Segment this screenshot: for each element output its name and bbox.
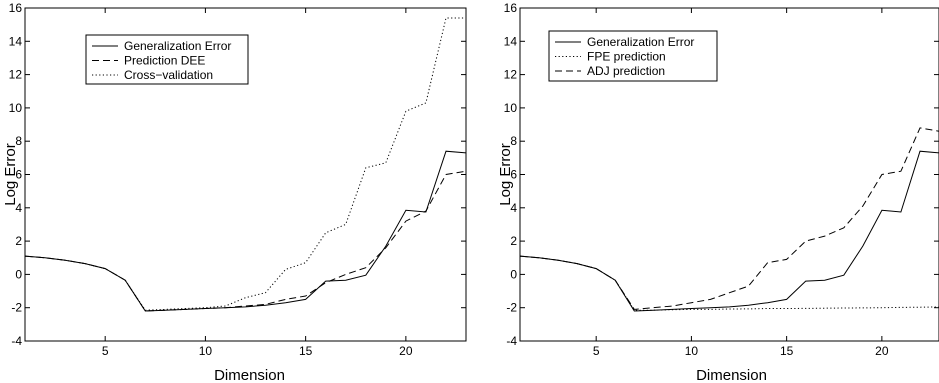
legend-label: Generalization Error [587, 35, 694, 49]
series-line-generalization-error [25, 150, 466, 312]
y-tick-label: -4 [506, 334, 517, 348]
chart-panel-2: -4 -2 0 2 4 6 8 10 12 14 16 5 10 15 20 Dimension Log Err… [497, 1, 939, 383]
x-axis-label: Dimension [696, 367, 767, 383]
y-tick-label: 12 [504, 68, 518, 82]
y-axis-label: Log Error [2, 143, 19, 206]
y-tick-label: 12 [9, 68, 23, 82]
x-tick-label: 5 [593, 344, 600, 358]
legend-label: FPE prediction [587, 50, 666, 64]
y-tick-label: 6 [510, 168, 517, 182]
y-tick-label: 10 [9, 101, 23, 115]
y-tick-label: -2 [11, 301, 22, 315]
y-tick-label: 14 [504, 34, 518, 48]
y-tick-label: 4 [15, 201, 22, 215]
y-tick-label: -2 [506, 301, 517, 315]
y-tick-label: 10 [504, 101, 518, 115]
series-line-adj-prediction [520, 127, 939, 310]
x-tick-label: 10 [685, 344, 699, 358]
chart-panel-1: -4 -2 0 2 4 6 8 10 12 14 16 5 10 15 20 Dimension Log Err… [2, 1, 467, 383]
x-tick-label: 20 [875, 344, 889, 358]
x-tick-label: 15 [299, 344, 313, 358]
y-tick-label: 6 [15, 168, 22, 182]
y-tick-label: 16 [9, 1, 23, 15]
y-tick-label: 8 [15, 134, 22, 148]
x-tick-label: 15 [780, 344, 794, 358]
y-tick-label: 2 [15, 234, 22, 248]
y-tick-label: 8 [510, 134, 517, 148]
series-line-cross-validation [25, 17, 466, 311]
y-tick-label: 16 [504, 1, 518, 15]
y-tick-label: 2 [510, 234, 517, 248]
x-tick-label: 10 [199, 344, 213, 358]
series-line-generalization-error [520, 150, 939, 312]
y-tick-label: -4 [11, 334, 22, 348]
y-tick-label: 4 [510, 201, 517, 215]
x-axis-label: Dimension [214, 367, 285, 383]
legend-label: Generalization Error [124, 39, 231, 53]
y-tick-label: 0 [510, 267, 517, 281]
legend-label: Prediction DEE [124, 54, 205, 68]
legend-label: ADJ prediction [587, 64, 665, 78]
x-tick-label: 20 [399, 344, 413, 358]
legend-label: Cross−validation [124, 68, 213, 82]
y-tick-label: 14 [9, 34, 23, 48]
y-tick-label: 0 [15, 267, 22, 281]
x-tick-label: 5 [102, 344, 109, 358]
y-axis-label: Log Error [497, 143, 514, 206]
legend-box [85, 34, 249, 85]
series-line-fpe-prediction [520, 255, 939, 311]
series-line-prediction-dee [25, 170, 466, 312]
